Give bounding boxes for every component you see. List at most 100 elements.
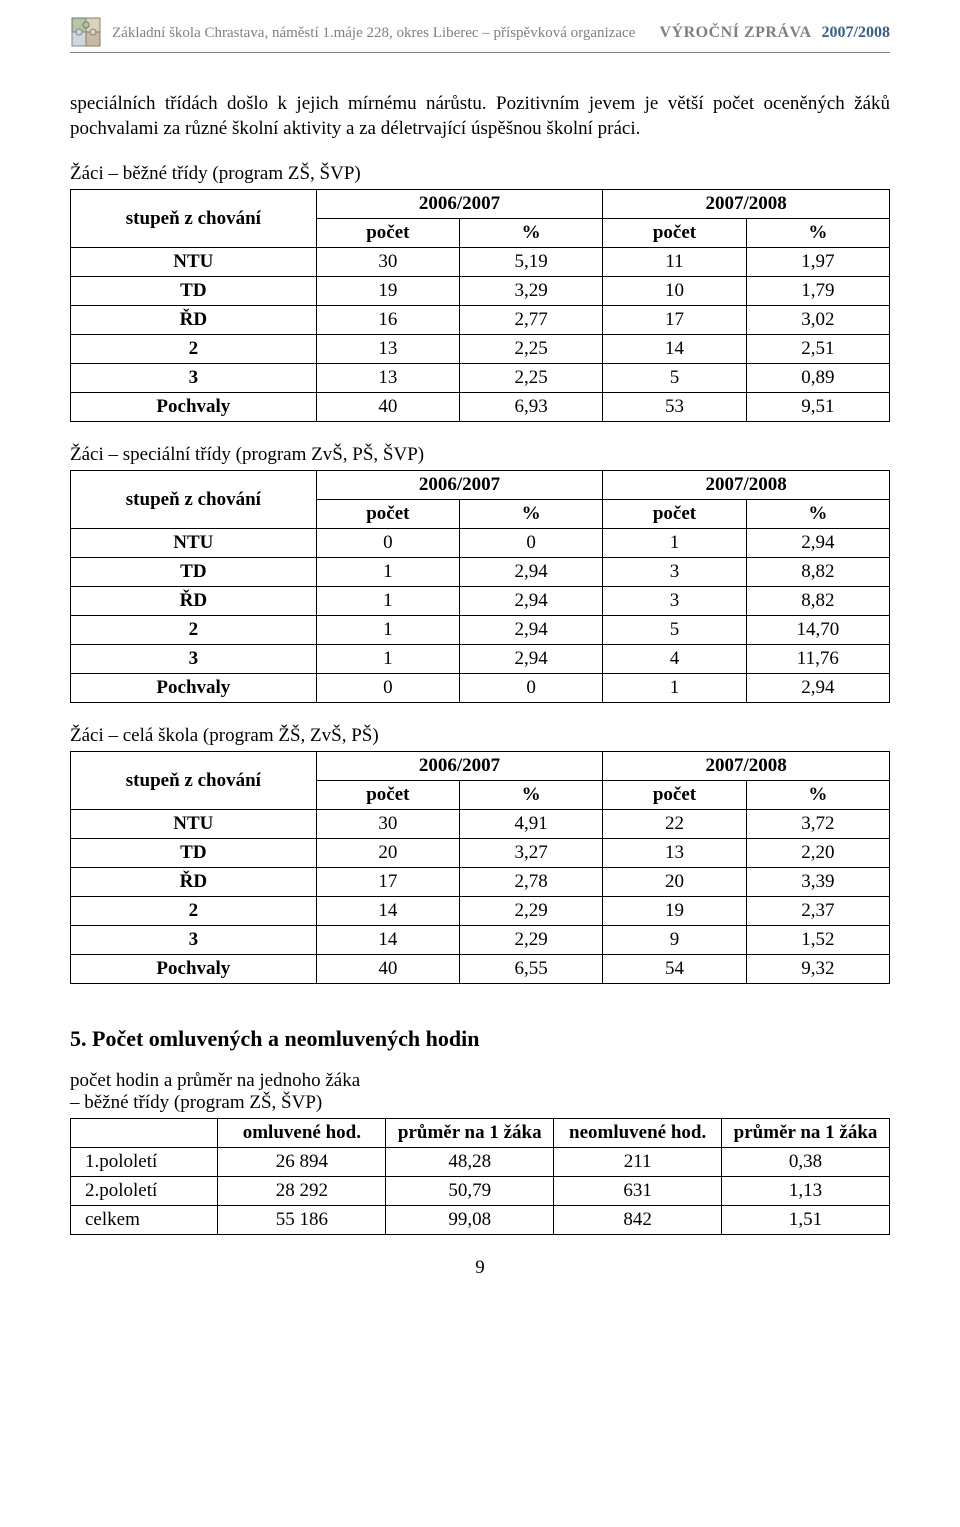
behavior-table: stupeň z chování2006/20072007/2008počet%… — [70, 189, 890, 422]
table-row: Pochvaly406,93539,51 — [71, 393, 890, 422]
cell: 3,02 — [746, 306, 889, 335]
cell: 842 — [554, 1206, 722, 1235]
cell: 3,39 — [746, 868, 889, 897]
sub-header: počet — [316, 219, 459, 248]
puzzle-icon — [70, 16, 104, 50]
cell: 6,93 — [460, 393, 603, 422]
table-row: 2.pololetí28 29250,796311,13 — [71, 1177, 890, 1206]
cell: 1,51 — [722, 1206, 890, 1235]
behavior-table: stupeň z chování2006/20072007/2008počet%… — [70, 470, 890, 703]
row-label: 3 — [71, 645, 317, 674]
cell: 3,27 — [460, 839, 603, 868]
cell: 20 — [316, 839, 459, 868]
cell: 4,91 — [460, 810, 603, 839]
sub-header: % — [746, 219, 889, 248]
cell: 1,79 — [746, 277, 889, 306]
cell: 14 — [316, 926, 459, 955]
cell: 8,82 — [746, 558, 889, 587]
cell: 99,08 — [386, 1206, 554, 1235]
section5-heading: 5. Počet omluvených a neomluvených hodin — [70, 1026, 890, 1052]
cell: 2,20 — [746, 839, 889, 868]
table-row: 212,94514,70 — [71, 616, 890, 645]
row-label: Pochvaly — [71, 955, 317, 984]
cell: 14 — [316, 897, 459, 926]
cell: 1 — [603, 529, 746, 558]
row-label: ŘD — [71, 587, 317, 616]
table-row: 312,94411,76 — [71, 645, 890, 674]
cell: 13 — [316, 335, 459, 364]
cell: 14,70 — [746, 616, 889, 645]
table-header-row: stupeň z chování2006/20072007/2008 — [71, 190, 890, 219]
cell: 5 — [603, 364, 746, 393]
header-org-text: Základní škola Chrastava, náměstí 1.máje… — [112, 25, 635, 42]
absence-header: neomluvené hod. — [554, 1119, 722, 1148]
sub-header: počet — [316, 500, 459, 529]
cell: 5 — [603, 616, 746, 645]
table-row: 2132,25142,51 — [71, 335, 890, 364]
cell: 211 — [554, 1148, 722, 1177]
cell: 40 — [316, 955, 459, 984]
cell: 55 186 — [218, 1206, 386, 1235]
absence-header: průměr na 1 žáka — [386, 1119, 554, 1148]
row-label: Pochvaly — [71, 393, 317, 422]
cell: 11 — [603, 248, 746, 277]
period-header: 2007/2008 — [603, 190, 890, 219]
cell: 19 — [316, 277, 459, 306]
row-label: 2.pololetí — [71, 1177, 218, 1206]
sub-header: % — [460, 500, 603, 529]
sub-header: počet — [603, 500, 746, 529]
behavior-table-title: Žáci – běžné třídy (program ZŠ, ŠVP) — [70, 163, 890, 185]
sub-header: počet — [316, 781, 459, 810]
cell: 631 — [554, 1177, 722, 1206]
cell: 22 — [603, 810, 746, 839]
table-header-row: stupeň z chování2006/20072007/2008 — [71, 471, 890, 500]
cell: 3 — [603, 587, 746, 616]
table-row: Pochvaly406,55549,32 — [71, 955, 890, 984]
cell: 11,76 — [746, 645, 889, 674]
behavior-row-header: stupeň z chování — [71, 752, 317, 810]
cell: 9,32 — [746, 955, 889, 984]
cell: 30 — [316, 810, 459, 839]
cell: 3,72 — [746, 810, 889, 839]
table-row: Pochvaly0012,94 — [71, 674, 890, 703]
row-label: 3 — [71, 364, 317, 393]
sub-header: % — [460, 781, 603, 810]
table-row: TD12,9438,82 — [71, 558, 890, 587]
report-title: VÝROČNÍ ZPRÁVA — [660, 24, 812, 42]
cell: 3,29 — [460, 277, 603, 306]
table-row: ŘD172,78203,39 — [71, 868, 890, 897]
table-row: 3132,2550,89 — [71, 364, 890, 393]
cell: 50,79 — [386, 1177, 554, 1206]
table-row: ŘD12,9438,82 — [71, 587, 890, 616]
sub-header: % — [460, 219, 603, 248]
cell: 2,25 — [460, 335, 603, 364]
cell: 2,29 — [460, 897, 603, 926]
table-header-row: stupeň z chování2006/20072007/2008 — [71, 752, 890, 781]
cell: 1,97 — [746, 248, 889, 277]
row-label: TD — [71, 277, 317, 306]
cell: 2,94 — [746, 674, 889, 703]
row-label: 2 — [71, 335, 317, 364]
behavior-table-title: Žáci – speciální třídy (program ZvŠ, PŠ,… — [70, 444, 890, 466]
cell: 2,94 — [460, 616, 603, 645]
cell: 2,37 — [746, 897, 889, 926]
period-header: 2007/2008 — [603, 471, 890, 500]
behavior-tables-container: Žáci – běžné třídy (program ZŠ, ŠVP) stup… — [70, 163, 890, 984]
cell: 1 — [316, 558, 459, 587]
cell: 48,28 — [386, 1148, 554, 1177]
cell: 9,51 — [746, 393, 889, 422]
table-row: NTU305,19111,97 — [71, 248, 890, 277]
row-label: 3 — [71, 926, 317, 955]
row-label: Pochvaly — [71, 674, 317, 703]
sub-header: % — [746, 781, 889, 810]
cell: 2,94 — [460, 645, 603, 674]
cell: 30 — [316, 248, 459, 277]
period-header: 2007/2008 — [603, 752, 890, 781]
absence-header-blank — [71, 1119, 218, 1148]
cell: 16 — [316, 306, 459, 335]
intro-paragraph: speciálních třídách došlo k jejich mírné… — [70, 91, 890, 141]
cell: 40 — [316, 393, 459, 422]
table-row: ŘD162,77173,02 — [71, 306, 890, 335]
report-year: 2007/2008 — [822, 24, 890, 42]
cell: 13 — [603, 839, 746, 868]
